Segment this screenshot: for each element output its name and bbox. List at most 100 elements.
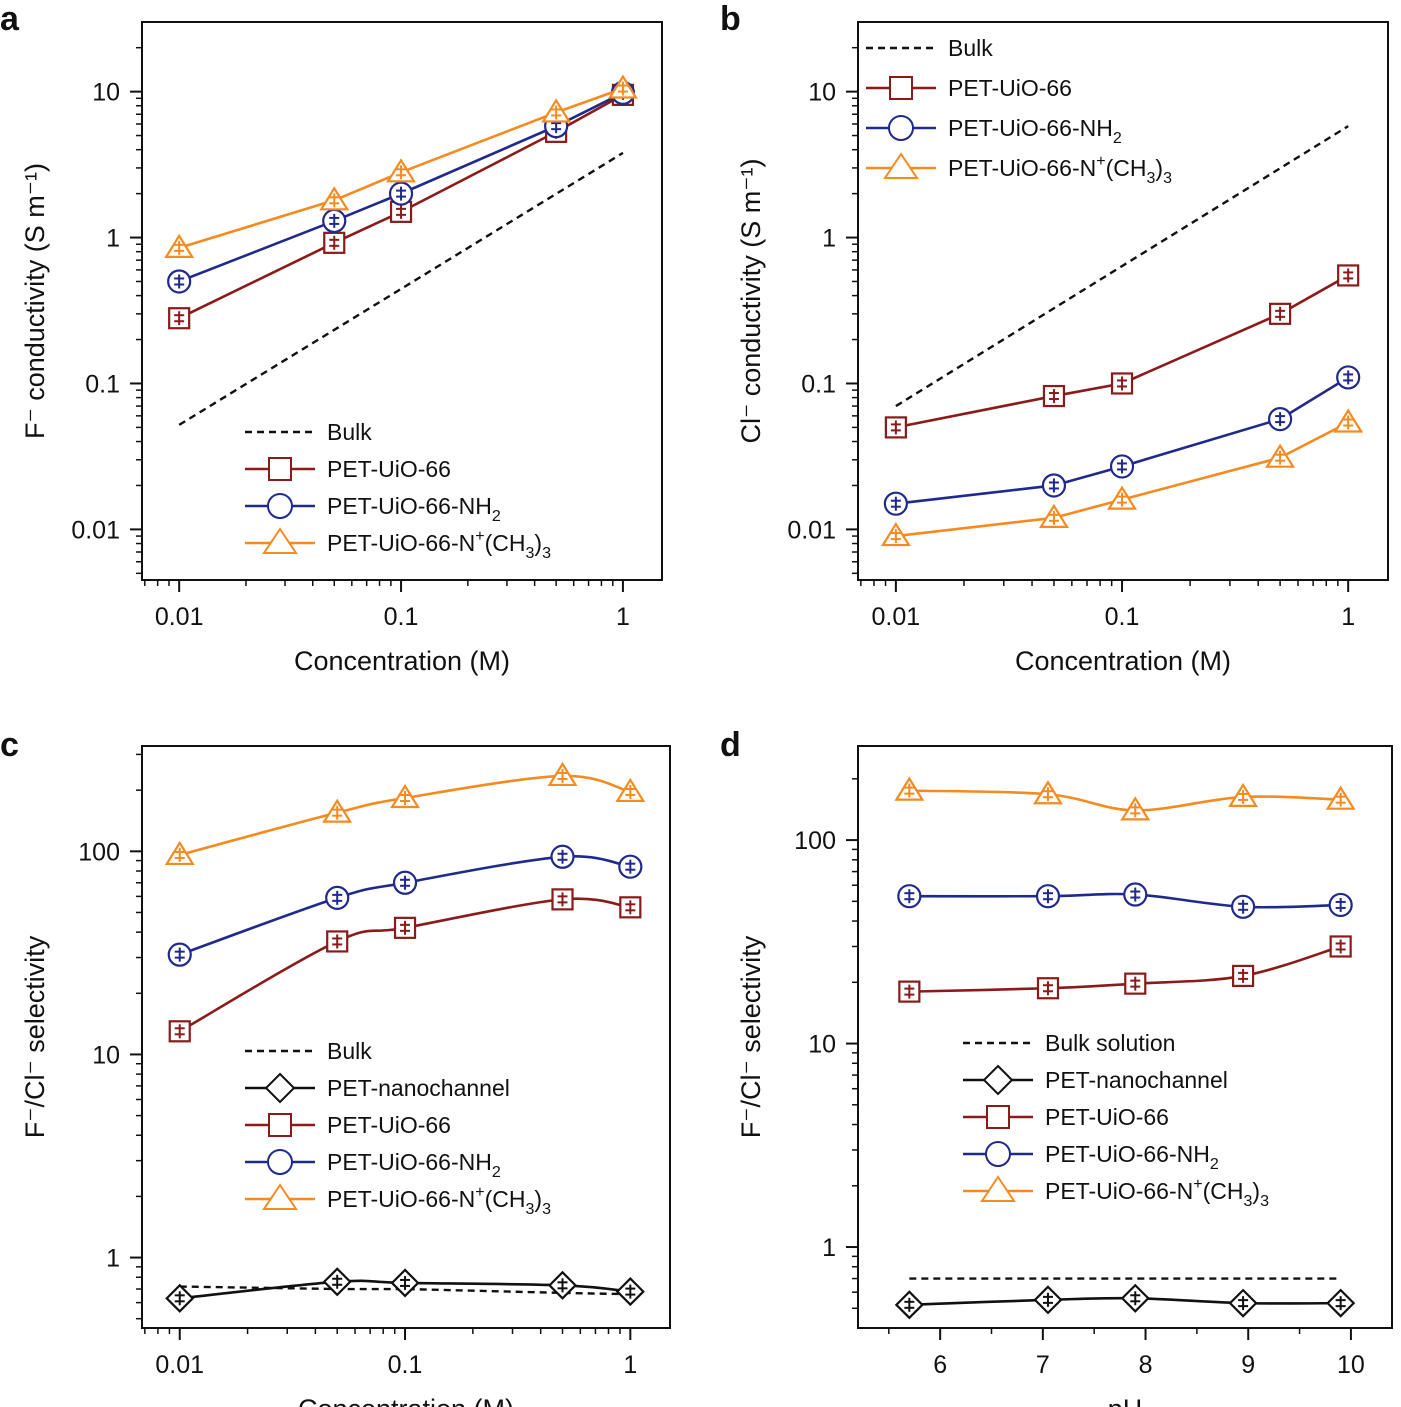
x-axis-label: Concentration (M) xyxy=(1015,646,1231,676)
legend-text-part: PET-UiO-66 xyxy=(1045,1104,1169,1130)
legend-text-part: PET-UiO-66 xyxy=(948,75,1072,101)
x-tick-label: 1 xyxy=(623,1351,637,1379)
series-3 xyxy=(880,408,1364,547)
legend-label: PET-UiO-66 xyxy=(327,1112,451,1138)
panel-letter: b xyxy=(720,0,741,38)
series-line xyxy=(895,274,1349,429)
series-line xyxy=(895,376,1349,505)
x-tick-label: 9 xyxy=(1241,1351,1255,1379)
plot-frame xyxy=(857,745,1393,1329)
legend-label: PET-UiO-66-N+(CH3)3 xyxy=(1045,1176,1269,1210)
legend-label: PET-UiO-66-NH2 xyxy=(948,115,1122,147)
legend-marker xyxy=(985,1141,1011,1167)
legend-text-part: (CH xyxy=(1203,1178,1244,1204)
legend-text-part: + xyxy=(475,1184,484,1201)
x-tick-label: 1 xyxy=(616,603,630,631)
legend-entry: PET-UiO-66-N+(CH3)3 xyxy=(245,527,551,562)
legend-text-part: (CH xyxy=(485,1186,526,1212)
legend-text-part: PET-UiO-66-N xyxy=(327,1186,475,1212)
legend-marker xyxy=(268,457,292,481)
y-tick-label: 100 xyxy=(794,827,836,855)
x-tick-label: 7 xyxy=(1036,1351,1050,1379)
legend-text-part: ) xyxy=(534,530,542,556)
legend-label: Bulk solution xyxy=(1045,1030,1175,1056)
series-3 xyxy=(897,882,1353,919)
legend-text-part: ) xyxy=(534,1186,542,1212)
y-tick-label: 1 xyxy=(822,225,836,253)
legend-text-part: 2 xyxy=(492,508,501,525)
legend-text-part: 2 xyxy=(1113,130,1122,147)
legend-entry: PET-UiO-66 xyxy=(963,1104,1169,1130)
x-tick-label: 0.1 xyxy=(388,1351,423,1379)
legend-marker xyxy=(268,1113,292,1137)
y-axis-label: F⁻/Cl⁻ selectivity xyxy=(20,935,50,1138)
legend-text-part: Bulk xyxy=(948,35,993,61)
legend-text-part: 3 xyxy=(542,545,551,562)
y-axis-label: F⁻ conductivity (S m⁻¹) xyxy=(20,163,50,439)
legend-entry: PET-UiO-66-N+(CH3)3 xyxy=(245,1183,551,1218)
legend-label: PET-UiO-66 xyxy=(1045,1104,1169,1130)
y-tick-label: 1 xyxy=(106,1245,120,1273)
legend-marker xyxy=(267,493,293,519)
legend-text-part: PET-UiO-66-NH xyxy=(948,115,1113,141)
series-1 xyxy=(884,264,1360,439)
y-tick-label: 0.01 xyxy=(787,516,836,544)
legend-text-part: 2 xyxy=(492,1164,501,1181)
legend-text-part: PET-UiO-66-N xyxy=(327,530,475,556)
series-2 xyxy=(883,365,1361,516)
legend-entry: PET-nanochannel xyxy=(963,1064,1228,1096)
legend-text-part: 3 xyxy=(1260,1193,1269,1210)
panel-letter: a xyxy=(0,0,20,38)
series-1 xyxy=(165,1267,645,1313)
legend-marker xyxy=(986,1105,1010,1129)
x-tick-label: 0.1 xyxy=(1105,603,1140,631)
chart-panel-d: d 6 7 8 9 10 1 10 100 pH F⁻/Cl⁻ selectivity Bulk so… xyxy=(720,726,1393,1407)
legend-entry: PET-UiO-66 xyxy=(866,75,1072,101)
legend-text-part: + xyxy=(475,528,484,545)
legend-entry: Bulk xyxy=(245,1038,372,1064)
legend-label: PET-nanochannel xyxy=(327,1075,510,1101)
y-tick-label: 10 xyxy=(92,79,120,107)
x-tick-label: 8 xyxy=(1139,1351,1153,1379)
x-tick-label: 10 xyxy=(1337,1351,1365,1379)
panel-letter: c xyxy=(0,726,19,764)
legend-text-part: PET-nanochannel xyxy=(327,1075,510,1101)
legend-text-part: 3 xyxy=(1146,170,1155,187)
x-tick-label: 6 xyxy=(933,1351,947,1379)
series-0 xyxy=(178,151,624,426)
legend-label: PET-UiO-66-N+(CH3)3 xyxy=(327,528,551,562)
y-tick-label: 1 xyxy=(106,225,120,253)
legend-text-part: PET-UiO-66-NH xyxy=(327,493,492,519)
series-line-bulk xyxy=(178,151,624,426)
legend-text-part: 3 xyxy=(542,1201,551,1218)
legend-entry: PET-UiO-66-N+(CH3)3 xyxy=(866,152,1172,187)
legend-label: PET-nanochannel xyxy=(1045,1067,1228,1093)
legend-text-part: Bulk solution xyxy=(1045,1030,1175,1056)
legend-entry: PET-UiO-66-NH2 xyxy=(866,115,1122,147)
legend-entry: PET-UiO-66-NH2 xyxy=(245,493,501,525)
legend-marker xyxy=(262,527,298,554)
legend-marker xyxy=(267,1149,293,1175)
y-tick-label: 1 xyxy=(822,1234,836,1262)
series-line xyxy=(895,421,1349,538)
legend-text-part: 3 xyxy=(1243,1193,1252,1210)
legend-text-part: (CH xyxy=(1106,155,1147,181)
series-4 xyxy=(894,776,1356,821)
legend-label: PET-UiO-66-N+(CH3)3 xyxy=(327,1184,551,1218)
plot-frame xyxy=(141,745,671,1329)
legend-text-part: PET-UiO-66-NH xyxy=(327,1149,492,1175)
legend-text-part: ) xyxy=(1252,1178,1260,1204)
legend-text-part: ) xyxy=(1155,155,1163,181)
legend-entry: PET-nanochannel xyxy=(245,1072,510,1104)
legend-marker xyxy=(883,152,919,179)
series-line-bulk xyxy=(895,125,1349,408)
legend-label: PET-UiO-66-NH2 xyxy=(327,1149,501,1181)
x-tick-label: 0.1 xyxy=(384,603,419,631)
legend-text-part: 3 xyxy=(525,545,534,562)
legend-text-part: + xyxy=(1193,1176,1202,1193)
x-tick-label: 0.01 xyxy=(872,603,921,631)
legend-entry: Bulk solution xyxy=(963,1030,1175,1056)
y-tick-label: 100 xyxy=(78,838,120,866)
legend-text-part: 3 xyxy=(1163,170,1172,187)
